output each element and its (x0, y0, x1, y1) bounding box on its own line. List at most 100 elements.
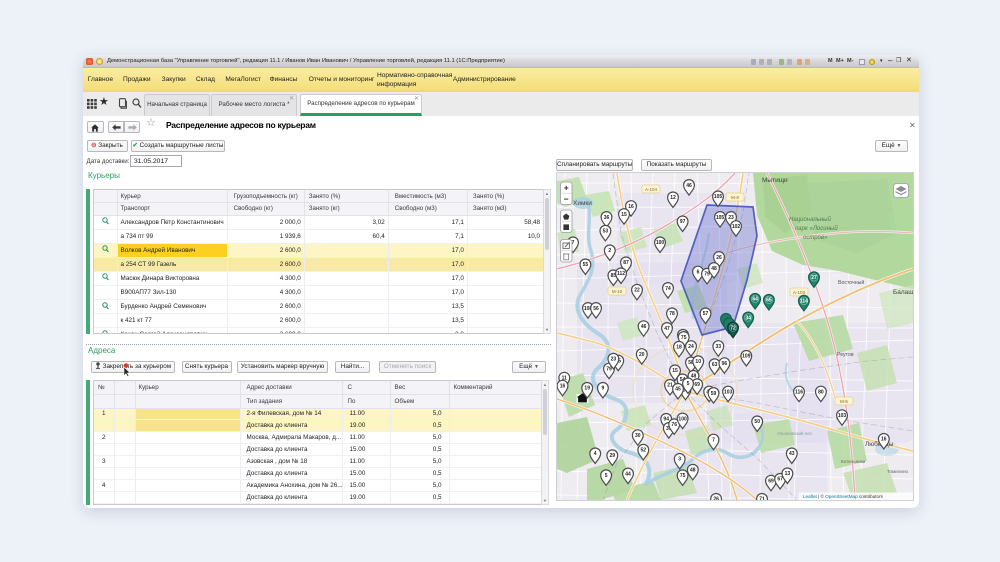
svg-text:Мытищи: Мытищи (762, 177, 788, 184)
svg-text:105: 105 (714, 194, 723, 200)
svg-text:Томилино: Томилино (887, 469, 909, 474)
svg-text:18: 18 (676, 345, 682, 351)
svg-text:79: 79 (704, 272, 710, 278)
svg-text:5: 5 (605, 473, 608, 479)
svg-text:23: 23 (728, 215, 734, 221)
svg-text:96: 96 (722, 361, 728, 367)
svg-text:116: 116 (795, 389, 803, 395)
svg-text:65: 65 (766, 298, 772, 304)
svg-text:21: 21 (667, 383, 673, 389)
svg-text:44: 44 (625, 471, 631, 477)
svg-text:22: 22 (634, 288, 640, 294)
svg-text:9: 9 (602, 386, 605, 392)
svg-text:+: + (564, 183, 569, 193)
svg-text:39: 39 (666, 426, 672, 432)
svg-text:53: 53 (603, 229, 609, 235)
svg-text:48: 48 (690, 468, 696, 474)
svg-text:78: 78 (669, 311, 675, 317)
svg-text:108: 108 (584, 306, 593, 312)
svg-text:Leaflet | © OpenStreetMap cont: Leaflet | © OpenStreetMap contributors (803, 493, 884, 499)
svg-text:112: 112 (617, 271, 625, 277)
svg-text:87: 87 (623, 260, 629, 266)
svg-text:75: 75 (680, 473, 686, 479)
svg-text:36: 36 (604, 215, 610, 221)
svg-text:13: 13 (785, 471, 791, 477)
svg-text:5: 5 (687, 381, 690, 387)
svg-text:20: 20 (639, 352, 645, 358)
svg-text:10: 10 (695, 359, 701, 365)
svg-text:102: 102 (732, 224, 741, 230)
svg-text:6: 6 (697, 269, 700, 275)
svg-text:остров»: остров» (803, 235, 828, 241)
svg-text:Котельники: Котельники (841, 459, 866, 464)
svg-text:94: 94 (663, 417, 669, 423)
svg-text:26: 26 (716, 255, 722, 261)
svg-text:16: 16 (560, 384, 566, 390)
svg-text:80: 80 (818, 389, 824, 395)
svg-text:29: 29 (610, 453, 616, 459)
svg-text:16: 16 (628, 204, 634, 210)
svg-text:48: 48 (691, 374, 697, 380)
svg-text:100: 100 (678, 416, 687, 422)
svg-text:30: 30 (635, 433, 641, 439)
svg-text:69: 69 (768, 479, 774, 485)
svg-text:15: 15 (621, 212, 627, 218)
svg-text:52: 52 (641, 448, 647, 454)
svg-text:103: 103 (724, 389, 733, 395)
svg-text:Национальный: Национальный (789, 216, 832, 223)
svg-text:Ульяновский лес: Ульяновский лес (777, 430, 813, 436)
svg-text:М-10: М-10 (612, 289, 623, 294)
svg-text:7: 7 (712, 437, 715, 443)
svg-text:46: 46 (686, 183, 692, 189)
svg-text:79: 79 (606, 366, 612, 372)
svg-text:М-5: М-5 (840, 399, 848, 404)
svg-text:11: 11 (562, 376, 568, 382)
svg-text:76: 76 (671, 422, 677, 428)
svg-text:97: 97 (680, 219, 686, 225)
svg-text:74: 74 (665, 286, 671, 292)
svg-text:57: 57 (703, 311, 709, 317)
svg-text:7: 7 (572, 240, 575, 246)
svg-text:Восточный: Восточный (838, 279, 864, 286)
svg-text:114: 114 (800, 299, 808, 305)
svg-text:75: 75 (681, 335, 687, 341)
svg-text:27: 27 (811, 275, 817, 281)
svg-text:55: 55 (583, 262, 589, 268)
svg-text:33: 33 (716, 344, 722, 350)
svg-text:71: 71 (759, 497, 765, 500)
svg-text:45: 45 (675, 387, 681, 393)
svg-text:59: 59 (711, 391, 717, 397)
svg-text:Химки: Химки (573, 200, 592, 207)
svg-text:2: 2 (608, 248, 611, 254)
svg-text:69: 69 (694, 382, 700, 388)
svg-text:парк «Лосиный: парк «Лосиный (795, 225, 838, 232)
svg-text:47: 47 (664, 326, 670, 332)
svg-text:Люберцы: Люберцы (865, 440, 894, 448)
svg-text:67: 67 (777, 477, 783, 483)
svg-text:А-104: А-104 (645, 187, 658, 192)
svg-text:56: 56 (593, 306, 599, 312)
svg-text:−: − (564, 194, 569, 204)
svg-text:3: 3 (678, 457, 681, 463)
svg-text:А-103: А-103 (793, 290, 806, 295)
svg-text:34: 34 (745, 315, 751, 321)
svg-text:85: 85 (611, 273, 617, 279)
svg-text:43: 43 (789, 451, 795, 457)
svg-text:М-8: М-8 (731, 195, 739, 200)
svg-text:105: 105 (716, 215, 725, 221)
svg-text:16: 16 (881, 437, 887, 443)
svg-text:23: 23 (611, 357, 617, 363)
svg-text:19: 19 (584, 386, 590, 392)
svg-text:15: 15 (672, 368, 678, 374)
svg-text:64: 64 (752, 297, 758, 303)
svg-text:24: 24 (688, 344, 694, 350)
svg-text:72: 72 (730, 325, 736, 331)
svg-text:103: 103 (838, 413, 847, 419)
svg-text:Реутов: Реутов (837, 352, 854, 358)
svg-text:4: 4 (594, 451, 597, 457)
svg-text:109: 109 (742, 354, 751, 360)
svg-text:63: 63 (712, 362, 718, 368)
svg-text:58: 58 (688, 360, 694, 366)
svg-text:48: 48 (711, 266, 717, 272)
svg-text:Балашиха: Балашиха (893, 289, 913, 296)
